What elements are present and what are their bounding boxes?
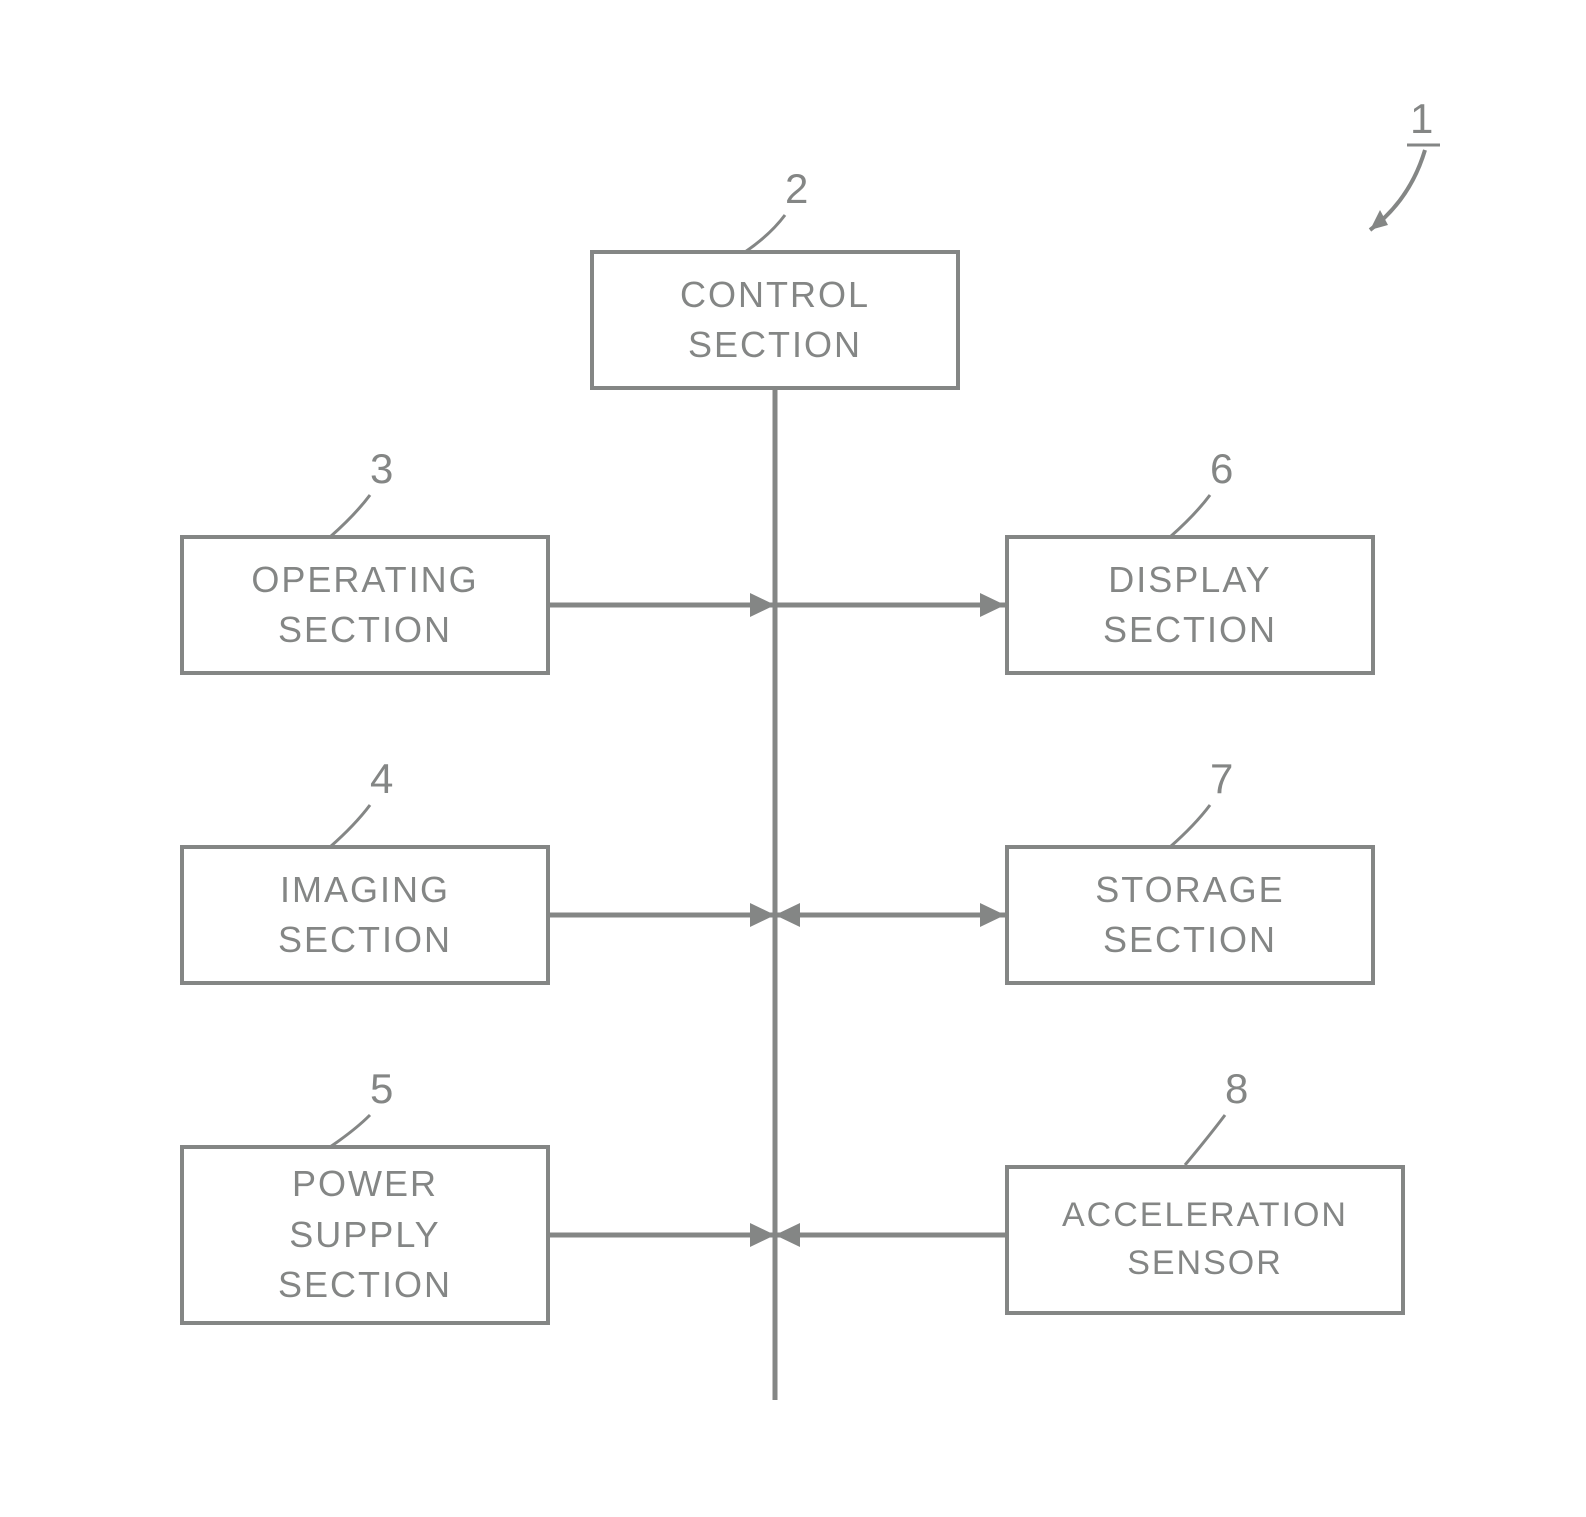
- block-label: STORAGE: [1095, 865, 1284, 915]
- block-storage: STORAGE SECTION: [1005, 845, 1375, 985]
- block-label: OPERATING: [251, 555, 478, 605]
- block-imaging: IMAGING SECTION: [180, 845, 550, 985]
- leader-5: [330, 1115, 370, 1147]
- block-label: SECTION: [251, 605, 478, 655]
- block-label: SECTION: [278, 915, 452, 965]
- number-7: 7: [1210, 755, 1235, 803]
- block-label: SECTION: [680, 320, 870, 370]
- block-label: IMAGING: [278, 865, 452, 915]
- number-3: 3: [370, 445, 395, 493]
- block-diagram: 1 CONTROL SECTION 2 OPERATING SECTION 3 …: [0, 0, 1586, 1517]
- block-operating: OPERATING SECTION: [180, 535, 550, 675]
- block-power-supply: POWER SUPPLY SECTION: [180, 1145, 550, 1325]
- number-8: 8: [1225, 1065, 1250, 1113]
- number-2: 2: [785, 165, 810, 213]
- leader-2: [745, 215, 785, 252]
- block-display: DISPLAY SECTION: [1005, 535, 1375, 675]
- block-label: POWER: [278, 1159, 452, 1209]
- leader-8: [1185, 1115, 1225, 1165]
- leader-7: [1170, 805, 1210, 847]
- leader-6: [1170, 495, 1210, 537]
- number-4: 4: [370, 755, 395, 803]
- block-label: SECTION: [1103, 605, 1277, 655]
- block-control: CONTROL SECTION: [590, 250, 960, 390]
- block-label: DISPLAY: [1103, 555, 1277, 605]
- number-5: 5: [370, 1065, 395, 1113]
- block-label: SECTION: [1095, 915, 1284, 965]
- block-label: ACCELERATION: [1062, 1192, 1348, 1240]
- block-label: CONTROL: [680, 270, 870, 320]
- block-label: SUPPLY: [278, 1210, 452, 1260]
- block-label: SECTION: [278, 1260, 452, 1310]
- reference-number-1: 1: [1410, 95, 1435, 143]
- leader-3: [330, 495, 370, 537]
- block-label: SENSOR: [1062, 1240, 1348, 1288]
- number-6: 6: [1210, 445, 1235, 493]
- leader-4: [330, 805, 370, 847]
- block-acceleration-sensor: ACCELERATION SENSOR: [1005, 1165, 1405, 1315]
- reference-arrow: [1370, 150, 1425, 230]
